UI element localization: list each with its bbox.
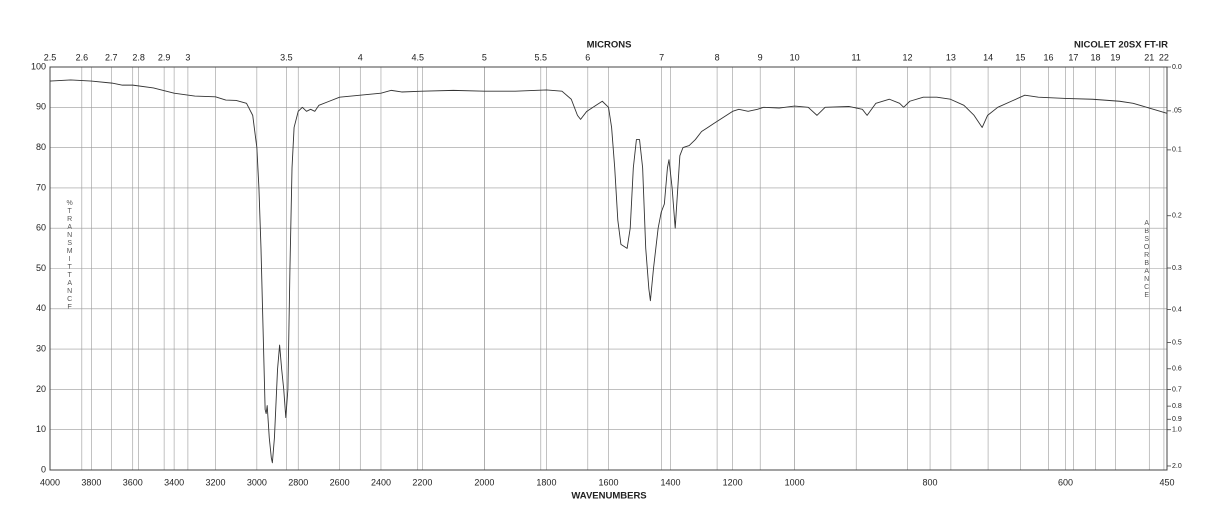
plot-frame bbox=[49, 66, 1168, 471]
x2-tick-label: 12 bbox=[902, 52, 912, 62]
x-tick-label: 1800 bbox=[536, 477, 556, 487]
y2-tick-label: 1.0 bbox=[1172, 427, 1182, 434]
x2-tick-label: 4 bbox=[358, 52, 363, 62]
x2-tick-label: 2.5 bbox=[44, 52, 57, 62]
x2-tick-label: 18 bbox=[1091, 52, 1101, 62]
x2-tick-label: 10 bbox=[790, 52, 800, 62]
y-tick-label: 0 bbox=[41, 464, 46, 474]
x-tick-label: 1600 bbox=[598, 477, 618, 487]
x-tick-label: 800 bbox=[923, 477, 938, 487]
x2-axis-label: MICRONS bbox=[587, 40, 632, 51]
x2-tick-label: 11 bbox=[852, 52, 861, 62]
y-tick-label: 90 bbox=[36, 102, 46, 112]
y-tick-label: 100 bbox=[31, 61, 46, 71]
x-tick-label: 2200 bbox=[412, 477, 432, 487]
x2-tick-label: 3 bbox=[185, 52, 190, 62]
y-tick-label: 80 bbox=[36, 142, 46, 152]
x2-tick-label: 2.6 bbox=[76, 52, 89, 62]
x2-tick-label: 9 bbox=[758, 52, 763, 62]
x-tick-label: 2000 bbox=[474, 477, 494, 487]
x2-tick-label: 15 bbox=[1015, 52, 1025, 62]
y-tick-label: 30 bbox=[36, 343, 46, 353]
y2-tick-label: 0.8 bbox=[1172, 403, 1182, 410]
x-tick-label: 3400 bbox=[164, 477, 184, 487]
x2-tick-label: 2.8 bbox=[132, 52, 145, 62]
x-tick-label: 2600 bbox=[330, 477, 350, 487]
x2-tick-label: 2.9 bbox=[158, 52, 171, 62]
x-tick-label: 1200 bbox=[723, 477, 743, 487]
y2-tick-label: 0.1 bbox=[1172, 147, 1182, 154]
x-tick-label: 4000 bbox=[40, 477, 60, 487]
x-tick-label: 600 bbox=[1058, 477, 1073, 487]
x-tick-label: 1000 bbox=[785, 477, 805, 487]
y2-tick-label: 2.0 bbox=[1172, 463, 1182, 470]
x-tick-label: 450 bbox=[1159, 477, 1174, 487]
x2-tick-label: 14 bbox=[983, 52, 993, 62]
y2-tick-label: .05 bbox=[1172, 108, 1182, 115]
y-tick-label: 60 bbox=[36, 223, 46, 233]
x2-tick-label: 16 bbox=[1044, 52, 1054, 62]
x-tick-label: 3600 bbox=[123, 477, 143, 487]
x-axis-label: WAVENUMBERS bbox=[571, 491, 646, 502]
x-tick-label: 3200 bbox=[205, 477, 225, 487]
y2-tick-label: 0.5 bbox=[1172, 339, 1182, 346]
y2-tick-label: 0.2 bbox=[1172, 213, 1182, 220]
x2-tick-label: 3.5 bbox=[280, 52, 293, 62]
y2-tick-label: 0.6 bbox=[1172, 366, 1182, 373]
x2-tick-label: 7 bbox=[659, 52, 664, 62]
chart-title: NICOLET 20SX FT-IR bbox=[1074, 40, 1168, 51]
spectrum-line bbox=[49, 79, 1168, 464]
y-tick-label: 10 bbox=[36, 424, 46, 434]
y-tick-label: 50 bbox=[36, 263, 46, 273]
y2-tick-label: 0.3 bbox=[1172, 265, 1182, 272]
y2-axis-label: ABSORBANCE bbox=[1143, 220, 1150, 300]
x2-tick-label: 17 bbox=[1068, 52, 1078, 62]
y2-tick-label: 0.0 bbox=[1172, 64, 1182, 71]
x2-tick-label: 21 bbox=[1144, 52, 1154, 62]
x2-tick-label: 5 bbox=[482, 52, 487, 62]
y2-tick-label: 0.7 bbox=[1172, 386, 1182, 393]
x-tick-label: 2400 bbox=[371, 477, 391, 487]
x2-tick-label: 22 bbox=[1159, 52, 1169, 62]
x2-tick-label: 2.7 bbox=[105, 52, 118, 62]
y2-tick-label: 0.4 bbox=[1172, 306, 1182, 313]
x2-tick-label: 19 bbox=[1110, 52, 1120, 62]
y-tick-label: 70 bbox=[36, 182, 46, 192]
y-axis-label: %TRANSMITTANCE bbox=[66, 200, 73, 312]
x-tick-label: 3800 bbox=[81, 477, 101, 487]
y-tick-label: 40 bbox=[36, 303, 46, 313]
x2-tick-label: 13 bbox=[946, 52, 956, 62]
y2-tick-label: 0.9 bbox=[1172, 416, 1182, 423]
x2-tick-label: 5.5 bbox=[535, 52, 548, 62]
x2-tick-label: 8 bbox=[715, 52, 720, 62]
x-tick-label: 1400 bbox=[661, 477, 681, 487]
y-tick-label: 20 bbox=[36, 384, 46, 394]
x2-tick-label: 4.5 bbox=[411, 52, 424, 62]
x2-tick-label: 6 bbox=[585, 52, 590, 62]
x-tick-label: 2800 bbox=[288, 477, 308, 487]
x-tick-label: 3000 bbox=[247, 477, 267, 487]
